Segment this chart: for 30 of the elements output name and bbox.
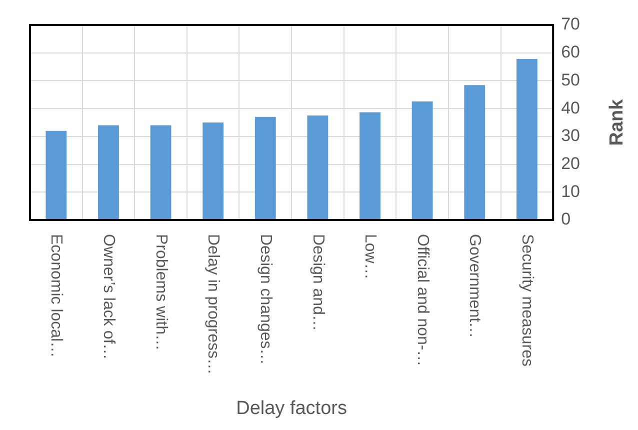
bar: [202, 122, 224, 220]
bar: [412, 101, 433, 220]
y-tick-label: 60: [561, 42, 580, 62]
x-axis-title: Delay factors: [236, 398, 347, 419]
bar: [360, 112, 380, 220]
bar: [516, 58, 538, 220]
y-tick-label: 40: [561, 98, 580, 118]
y-axis-title: Rank: [606, 98, 628, 146]
x-tick-label: Design changes…: [256, 234, 274, 365]
y-tick-label: 10: [561, 182, 580, 201]
y-tick-label: 20: [561, 154, 580, 173]
bar: [98, 125, 119, 220]
y-tick-label: 30: [561, 126, 580, 146]
bar: [464, 85, 486, 220]
bar: [150, 125, 172, 220]
x-tick-label: Design and…: [309, 234, 326, 331]
x-tick-label: Security measures: [518, 234, 536, 366]
x-tick-label: Delay in progress…: [204, 234, 222, 374]
x-tick-label: Economic local…: [48, 234, 65, 358]
bar: [254, 116, 276, 220]
x-tick-label: Low…: [362, 234, 379, 280]
bar: [46, 130, 67, 220]
bar: [307, 116, 328, 220]
x-tick-label: Official and non-…: [414, 234, 431, 366]
x-tick-label: Owner’s lack of…: [100, 234, 118, 360]
y-tick-label: 50: [561, 70, 580, 90]
y-tick-label: 70: [561, 14, 580, 34]
y-tick-label: 0: [561, 210, 571, 229]
x-tick-label: Problems with…: [152, 234, 170, 350]
x-tick-label: Government…: [466, 234, 484, 338]
